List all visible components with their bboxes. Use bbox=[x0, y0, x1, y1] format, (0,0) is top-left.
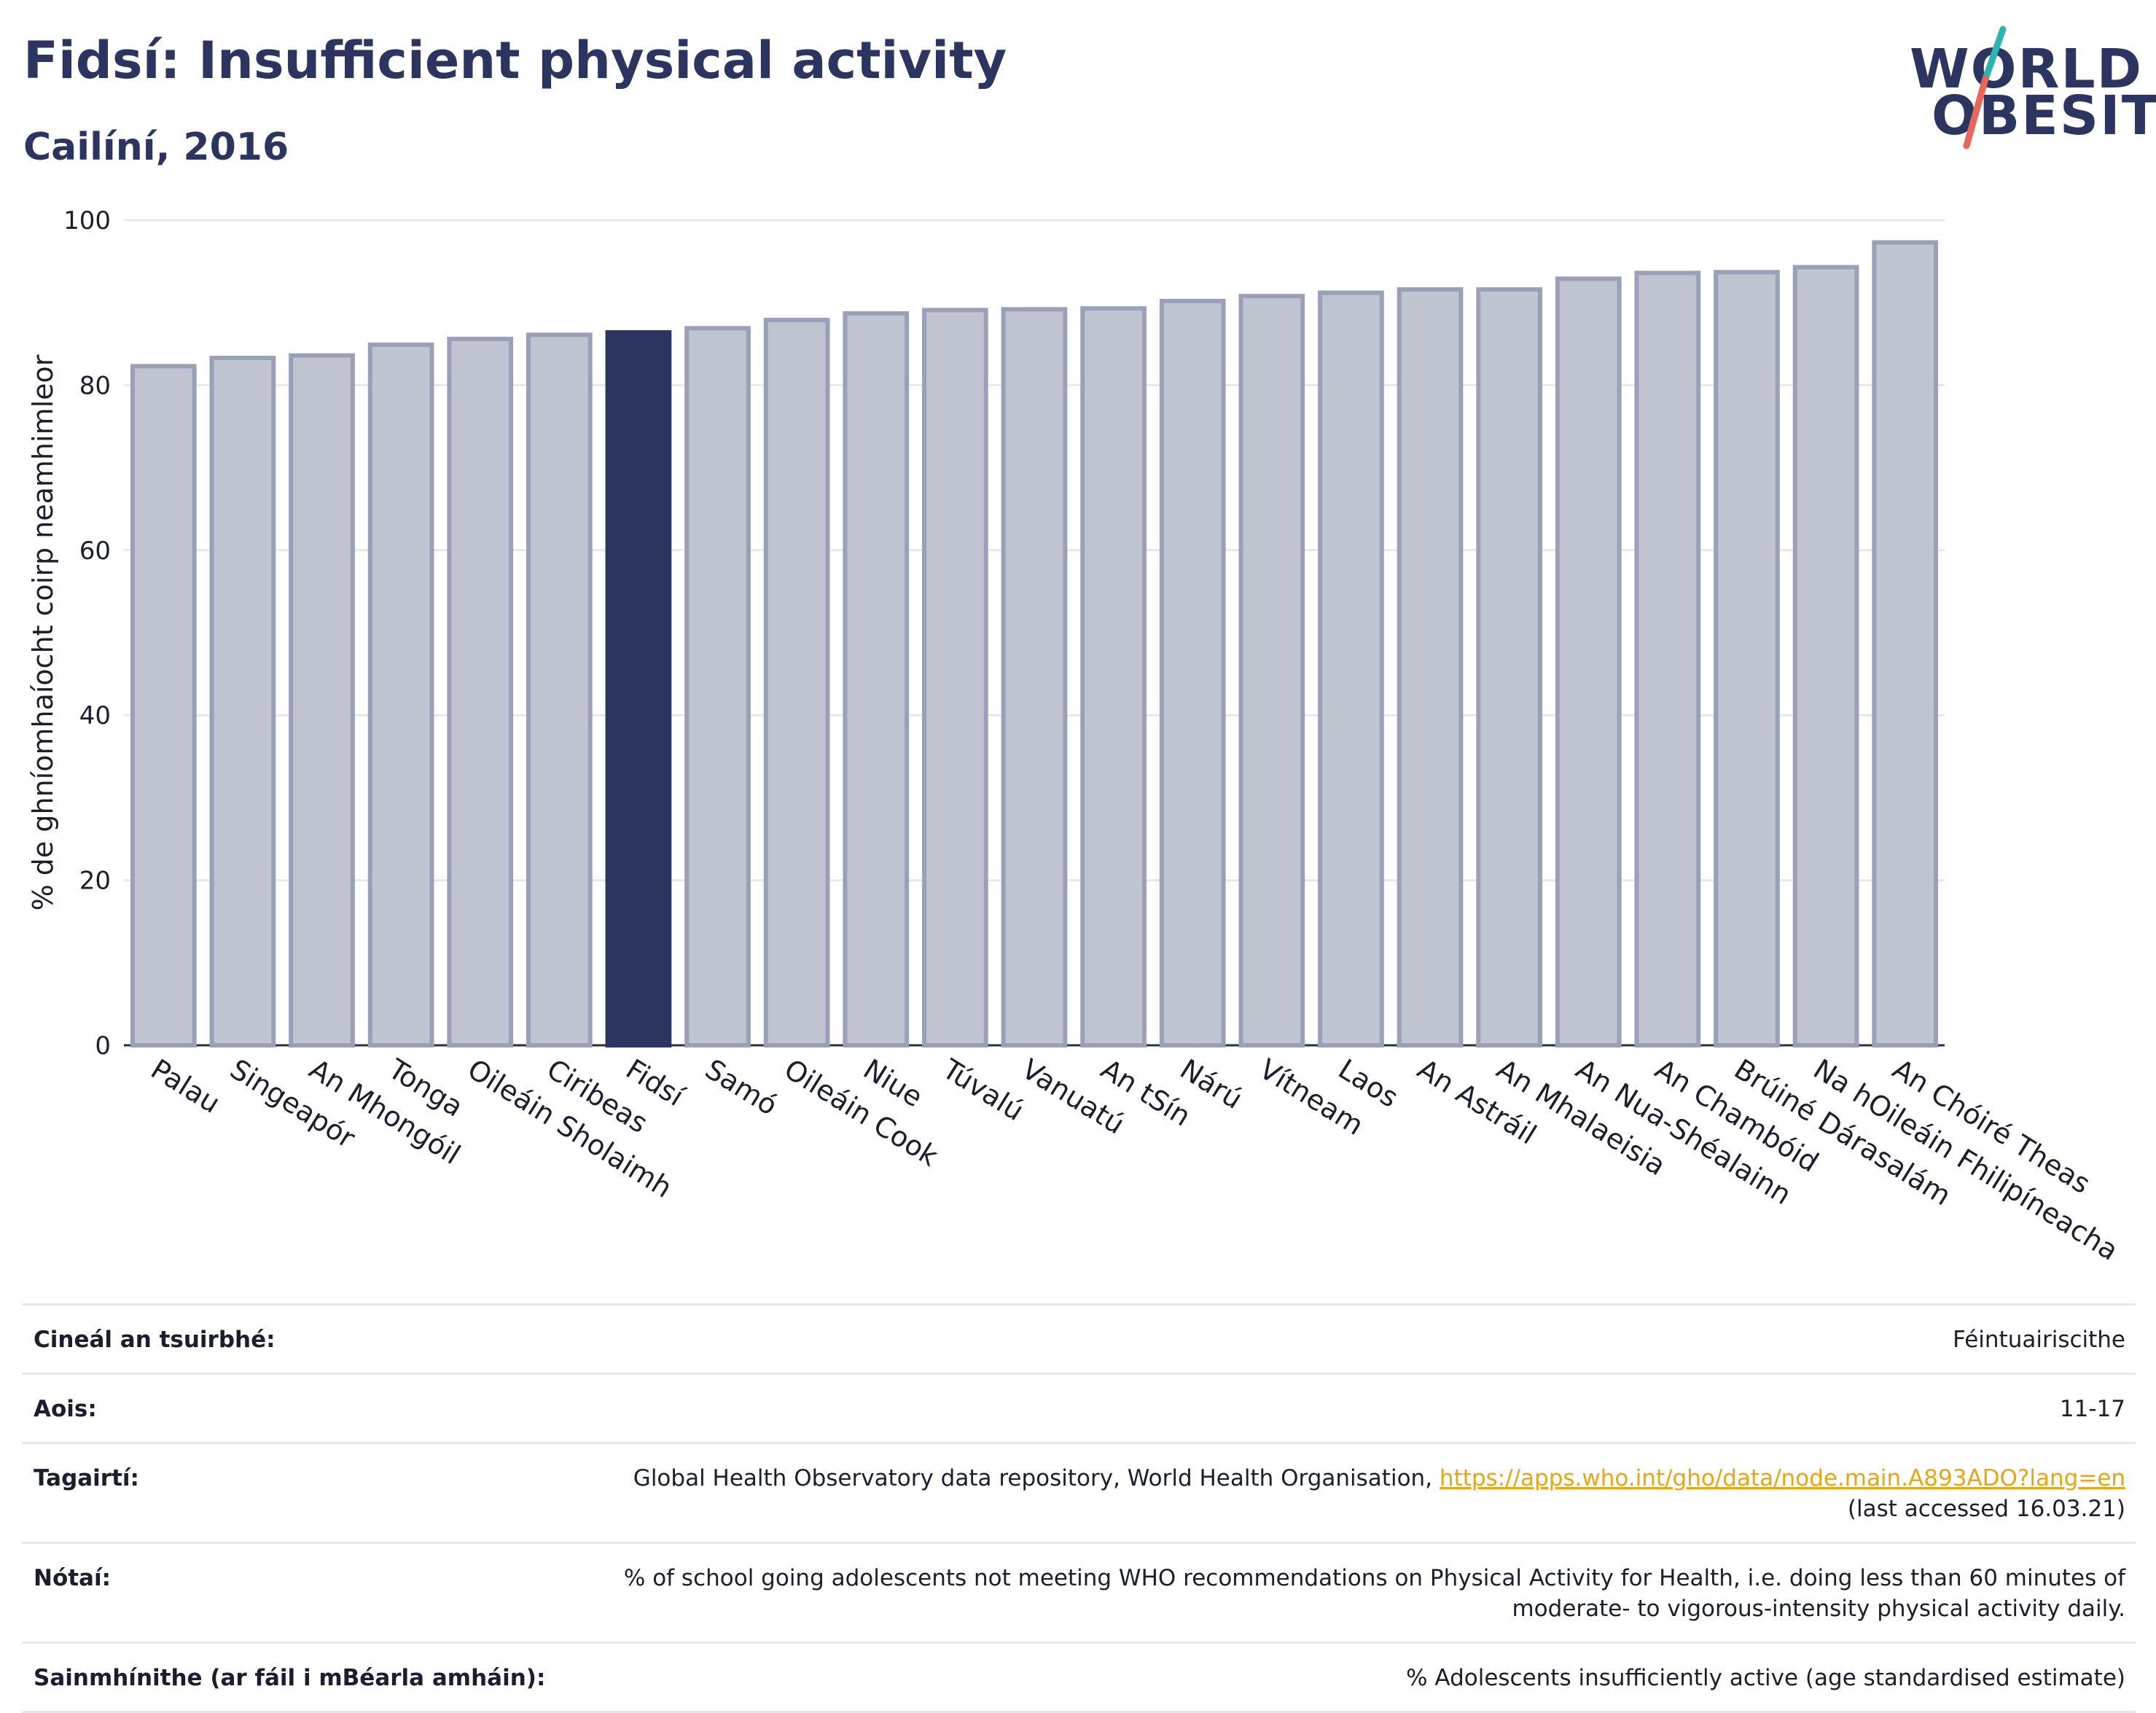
bar-7 bbox=[684, 326, 751, 1048]
bar-12 bbox=[1080, 306, 1147, 1047]
meta-row-age: Aois: 11-17 bbox=[22, 1373, 2136, 1442]
y-tick-label: 80 bbox=[79, 371, 111, 400]
page-subtitle: Cailíní, 2016 bbox=[23, 125, 289, 169]
bar-20 bbox=[1714, 270, 1780, 1047]
bar-6 bbox=[605, 329, 672, 1047]
x-tick-label: Palau bbox=[146, 1053, 226, 1120]
bar-1 bbox=[209, 356, 276, 1047]
bar-15 bbox=[1318, 290, 1384, 1048]
bar-18 bbox=[1555, 276, 1622, 1048]
survey-type-label: Cineál an tsuirbhé: bbox=[34, 1327, 276, 1353]
references-label: Tagairtí: bbox=[34, 1465, 139, 1491]
bar-3 bbox=[367, 342, 434, 1047]
x-tick-label: Samó bbox=[700, 1053, 784, 1121]
definitions-label: Sainmhínithe (ar fáil i mBéarla amháin): bbox=[34, 1665, 546, 1691]
age-label: Aois: bbox=[34, 1396, 97, 1422]
bar-chart: 0 20 40 60 80 100 % de ghníomhaíocht coirp nea… bbox=[27, 206, 2124, 1267]
y-axis-label: % de ghníomhaíocht coirp neamhimleor bbox=[27, 354, 59, 910]
bar-16 bbox=[1397, 287, 1464, 1047]
bar-22 bbox=[1872, 240, 1939, 1048]
y-tick-label: 0 bbox=[95, 1031, 111, 1061]
age-value: 11-17 bbox=[2059, 1396, 2125, 1422]
bar-13 bbox=[1159, 298, 1226, 1048]
notes-value: % of school going adolescents not meetin… bbox=[623, 1565, 2125, 1622]
bar-5 bbox=[526, 332, 593, 1047]
references-link[interactable]: https://apps.who.int/gho/data/node.main.… bbox=[1439, 1465, 2125, 1491]
bar-10 bbox=[922, 308, 988, 1047]
bar-17 bbox=[1476, 287, 1543, 1047]
bar-21 bbox=[1792, 265, 1859, 1047]
y-tick-label: 40 bbox=[79, 701, 111, 730]
page-title: Fidsí: Insufficient physical activity bbox=[23, 31, 1007, 90]
references-accessed: (last accessed 16.03.21) bbox=[1847, 1496, 2125, 1522]
references-value: Global Health Observatory data repositor… bbox=[633, 1463, 2125, 1524]
bar-4 bbox=[447, 337, 514, 1047]
references-text: Global Health Observatory data repositor… bbox=[633, 1465, 1440, 1491]
metadata-table: Cineál an tsuirbhé: Féintuairiscithe Aoi… bbox=[22, 1303, 2136, 1713]
y-tick-label: 100 bbox=[63, 206, 111, 235]
world-obesity-logo: WORLD OBESITY bbox=[1895, 22, 2156, 153]
bar-11 bbox=[1001, 307, 1068, 1048]
logo-slash-icon bbox=[1963, 26, 2007, 149]
bar-14 bbox=[1238, 294, 1305, 1047]
meta-row-notes: Nótaí: % of school going adolescents not… bbox=[22, 1542, 2136, 1642]
y-tick-label: 60 bbox=[79, 536, 111, 566]
x-tick-label: Oileáin Cook bbox=[778, 1053, 943, 1172]
logo-line-1: WORLD bbox=[1910, 38, 2144, 101]
survey-type-value: Féintuairiscithe bbox=[1953, 1327, 2125, 1353]
bar-8 bbox=[763, 317, 830, 1048]
meta-row-survey-type: Cineál an tsuirbhé: Féintuairiscithe bbox=[22, 1303, 2136, 1373]
definitions-value: % Adolescents insufficiently active (age… bbox=[1406, 1665, 2125, 1691]
bar-19 bbox=[1634, 270, 1701, 1047]
bar-2 bbox=[289, 353, 355, 1047]
x-tick-label: Túvalú bbox=[937, 1053, 1030, 1127]
notes-label: Nótaí: bbox=[34, 1565, 112, 1591]
bar-9 bbox=[843, 311, 910, 1047]
meta-row-definitions: Sainmhínithe (ar fáil i mBéarla amháin):… bbox=[22, 1642, 2136, 1713]
meta-row-references: Tagairtí: Global Health Observatory data… bbox=[22, 1442, 2136, 1542]
y-tick-label: 20 bbox=[79, 867, 111, 896]
bar-0 bbox=[130, 364, 197, 1047]
